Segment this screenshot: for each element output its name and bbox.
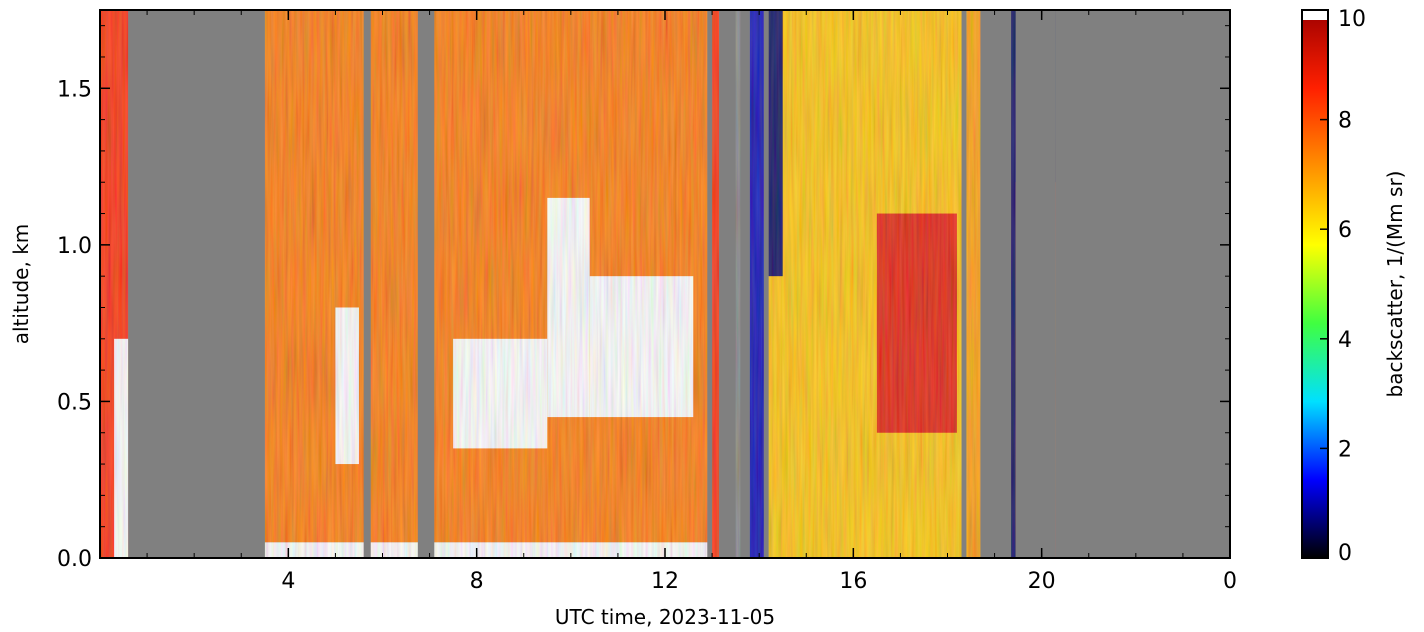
colorbar-tick-label: 0 xyxy=(1338,541,1352,566)
y-tick-label: 1.0 xyxy=(57,234,92,259)
y-axis-label: altitude, km xyxy=(9,224,33,345)
missing-data-band xyxy=(980,10,1012,558)
colorbar-tick-label: 8 xyxy=(1338,109,1352,134)
x-axis: 4 8 12 16 20 0 xyxy=(146,10,1237,594)
x-tick-label: 4 xyxy=(281,569,295,594)
missing-data-band xyxy=(1055,10,1230,558)
missing-data-band xyxy=(961,10,967,558)
y-tick-label: 0.0 xyxy=(57,547,92,572)
missing-data-band xyxy=(719,10,736,558)
x-tick-label: 0 xyxy=(1223,569,1237,594)
missing-data-band xyxy=(1015,10,1056,558)
colorbar-tick-label: 10 xyxy=(1338,7,1366,32)
colorbar: 0 2 4 6 8 10 backscatter, 1/(Mm sr) xyxy=(1301,7,1407,566)
x-axis-label: UTC time, 2023-11-05 xyxy=(555,605,775,629)
x-tick-label: 20 xyxy=(1028,569,1056,594)
colorbar-gradient xyxy=(1302,10,1328,558)
missing-data-band xyxy=(707,10,713,558)
missing-data-band xyxy=(763,10,769,558)
missing-data-band xyxy=(417,10,435,558)
missing-data-band xyxy=(128,10,265,558)
y-axis: 0.0 0.5 1.0 1.5 xyxy=(57,25,1230,572)
colorbar-frame xyxy=(1301,9,1329,559)
colorbar-ticks: 0 2 4 6 8 10 xyxy=(1320,7,1366,566)
missing-data-layer xyxy=(128,10,1230,558)
missing-data-band xyxy=(740,10,750,558)
colorbar-tick-label: 4 xyxy=(1338,328,1352,353)
missing-data-band xyxy=(363,10,371,558)
y-tick-label: 0.5 xyxy=(57,390,92,415)
x-tick-label: 12 xyxy=(651,569,679,594)
colorbar-label: backscatter, 1/(Mm sr) xyxy=(1383,171,1407,398)
x-tick-label: 16 xyxy=(839,569,867,594)
colorbar-tick-label: 2 xyxy=(1338,437,1352,462)
x-tick-label: 8 xyxy=(470,569,484,594)
colorbar-over-indicator xyxy=(1302,10,1328,20)
y-tick-label: 1.5 xyxy=(57,77,92,102)
colorbar-tick-label: 6 xyxy=(1338,218,1352,243)
plot-area xyxy=(99,9,1231,559)
